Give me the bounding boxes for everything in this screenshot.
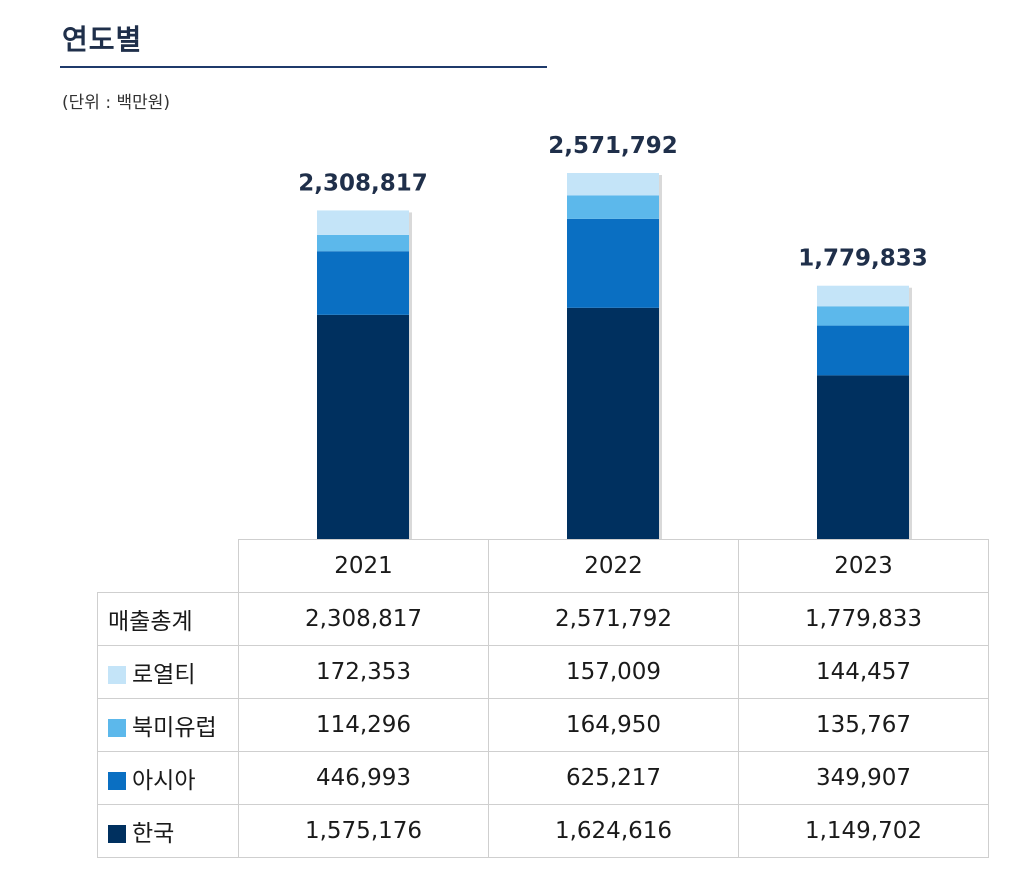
total-data-label: 2,571,792 bbox=[548, 133, 678, 159]
legend-swatch bbox=[108, 719, 126, 737]
table-row: 로열티 172,353 157,009 144,457 bbox=[97, 645, 989, 699]
table-row: 북미유럽 114,296 164,950 135,767 bbox=[97, 698, 989, 752]
bar-shadow bbox=[659, 175, 662, 539]
table-cell: 1,149,702 bbox=[738, 804, 989, 858]
row-label: 로열티 bbox=[132, 662, 196, 688]
table-cell: 172,353 bbox=[238, 645, 489, 699]
stacked-bar-chart: 2,308,817 2,571,792 1,779,833 bbox=[298, 133, 928, 539]
table-cell: 135,767 bbox=[738, 698, 989, 752]
table-row: 한국 1,575,176 1,624,616 1,149,702 bbox=[97, 804, 989, 858]
table-cell: 2,308,817 bbox=[238, 592, 489, 646]
year-header: 2022 bbox=[488, 539, 739, 593]
table-cell: 114,296 bbox=[238, 698, 489, 752]
row-label-cell: 로열티 bbox=[97, 645, 239, 699]
bar-segment bbox=[817, 306, 909, 326]
total-data-label: 2,308,817 bbox=[298, 170, 428, 196]
row-label-cell: 한국 bbox=[97, 804, 239, 858]
table-cell: 2,571,792 bbox=[488, 592, 739, 646]
bar-segment bbox=[317, 314, 409, 539]
table-cell: 164,950 bbox=[488, 698, 739, 752]
bar-segment bbox=[567, 218, 659, 308]
bar-segment bbox=[817, 375, 909, 539]
bar-segment bbox=[317, 251, 409, 315]
year-header: 2023 bbox=[738, 539, 989, 593]
unit-label: (단위 : 백만원) bbox=[62, 93, 170, 113]
table-row: 매출총계 2,308,817 2,571,792 1,779,833 bbox=[97, 592, 989, 646]
table-cell: 446,993 bbox=[238, 751, 489, 805]
bar-shadow bbox=[909, 287, 912, 539]
row-label: 아시아 bbox=[132, 768, 196, 794]
total-data-label: 1,779,833 bbox=[798, 246, 928, 272]
table-header-row: 2021 2022 2023 bbox=[97, 539, 989, 593]
table-cell: 625,217 bbox=[488, 751, 739, 805]
bar-segment bbox=[817, 325, 909, 376]
table-corner-cell bbox=[97, 539, 239, 593]
bar-segment bbox=[567, 173, 659, 196]
bar-segment bbox=[817, 285, 909, 307]
data-table: 2021 2022 2023 매출총계 2,308,817 2,571,792 1,7… bbox=[97, 539, 989, 858]
table-cell: 144,457 bbox=[738, 645, 989, 699]
legend-swatch bbox=[108, 772, 126, 790]
bar-segment bbox=[317, 234, 409, 252]
table-cell: 157,009 bbox=[488, 645, 739, 699]
table-cell: 1,779,833 bbox=[738, 592, 989, 646]
legend-swatch bbox=[108, 666, 126, 684]
bar-segment bbox=[567, 307, 659, 539]
row-label: 한국 bbox=[132, 821, 175, 847]
table-cell: 1,575,176 bbox=[238, 804, 489, 858]
bar-segment bbox=[317, 210, 409, 235]
title-underline bbox=[60, 66, 547, 68]
bar-segment bbox=[567, 195, 659, 219]
table-cell: 1,624,616 bbox=[488, 804, 739, 858]
row-label-cell: 아시아 bbox=[97, 751, 239, 805]
row-label-cell: 매출총계 bbox=[97, 592, 239, 646]
row-label: 매출총계 bbox=[108, 609, 193, 635]
bar-shadow bbox=[409, 212, 412, 539]
row-label-cell: 북미유럽 bbox=[97, 698, 239, 752]
table-cell: 349,907 bbox=[738, 751, 989, 805]
table-row: 아시아 446,993 625,217 349,907 bbox=[97, 751, 989, 805]
page-title: 연도별 bbox=[62, 23, 143, 56]
row-label: 북미유럽 bbox=[132, 715, 217, 741]
legend-swatch bbox=[108, 825, 126, 843]
year-header: 2021 bbox=[238, 539, 489, 593]
